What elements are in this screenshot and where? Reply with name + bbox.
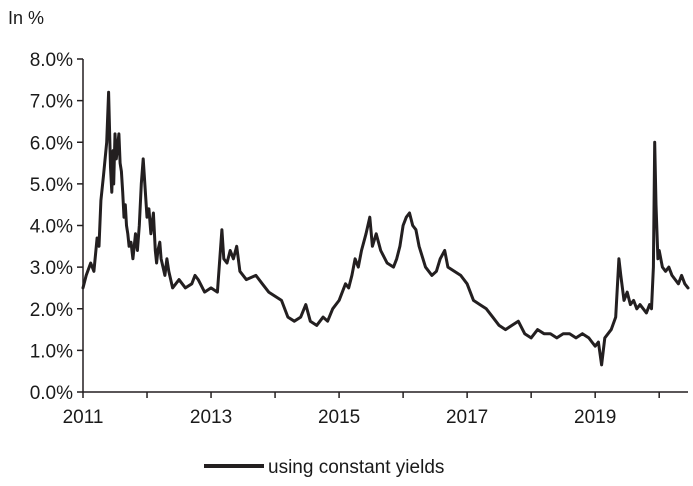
y-tick-label: 6.0% [30,133,73,154]
x-tick-label: 2017 [446,407,488,428]
y-tick-label: 4.0% [30,217,73,238]
y-axis-ticks: 0.0% 1.0% 2.0% 3.0% 4.0% 5.0% 6.0% 7.0% 8.0% [30,50,83,404]
unit-label: In % [8,8,44,28]
x-axis-ticks: 2011 2013 2015 2017 2019 [63,392,660,428]
legend: using constant yields [204,457,444,478]
y-tick-label: 7.0% [30,92,73,113]
series-line [81,90,690,367]
y-tick-label: 0.0% [30,383,73,404]
y-tick-label: 8.0% [30,50,73,71]
x-tick-label: 2015 [318,407,360,428]
y-tick-label: 2.0% [30,300,73,321]
legend-label: using constant yields [268,457,444,478]
y-tick-label: 3.0% [30,258,73,279]
series-layer [81,90,690,367]
x-tick-label: 2019 [574,407,616,428]
x-tick-label: 2013 [190,407,232,428]
y-tick-label: 1.0% [30,341,73,362]
x-tick-label: 2011 [63,407,104,428]
y-tick-label: 5.0% [30,175,73,196]
